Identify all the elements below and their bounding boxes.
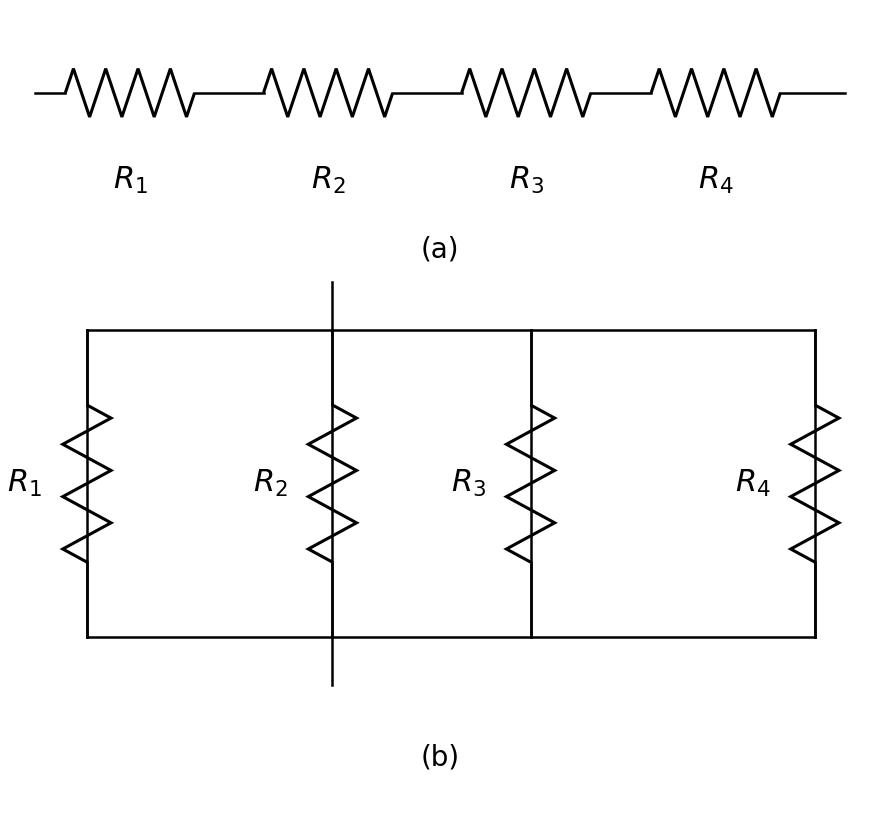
Text: $R_2$: $R_2$ xyxy=(253,468,288,499)
Text: $R_1$: $R_1$ xyxy=(113,165,147,196)
Text: (b): (b) xyxy=(421,743,459,772)
Text: $R_3$: $R_3$ xyxy=(508,165,543,196)
Text: $R_2$: $R_2$ xyxy=(311,165,346,196)
Text: $R_4$: $R_4$ xyxy=(698,165,733,196)
Text: $R_3$: $R_3$ xyxy=(451,468,486,499)
Text: $R_4$: $R_4$ xyxy=(735,468,771,499)
Text: (a): (a) xyxy=(421,236,459,264)
Text: $R_1$: $R_1$ xyxy=(8,468,42,499)
